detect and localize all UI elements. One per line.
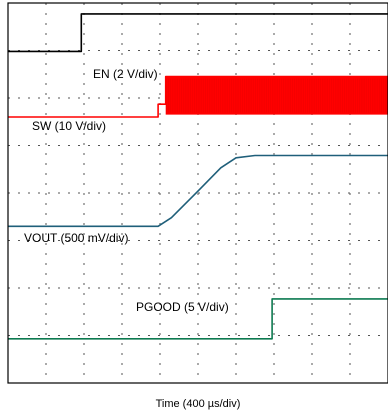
trace-pgood bbox=[8, 298, 388, 340]
trace-sw bbox=[8, 75, 388, 118]
label-pgood: PGOOD (5 V/div) bbox=[136, 300, 229, 314]
trace-sw-switching-band bbox=[165, 76, 388, 115]
label-vout: VOUT (500 mV/div) bbox=[24, 231, 128, 245]
label-en: EN (2 V/div) bbox=[93, 67, 158, 81]
label-sw: SW (10 V/div) bbox=[32, 119, 106, 133]
plot-frame bbox=[7, 2, 388, 384]
trace-en bbox=[8, 13, 388, 53]
grid-lines bbox=[8, 3, 388, 383]
trace-group bbox=[8, 13, 388, 340]
x-axis-label: Time (400 µs/div) bbox=[156, 398, 241, 410]
trace-vout bbox=[8, 154, 388, 228]
